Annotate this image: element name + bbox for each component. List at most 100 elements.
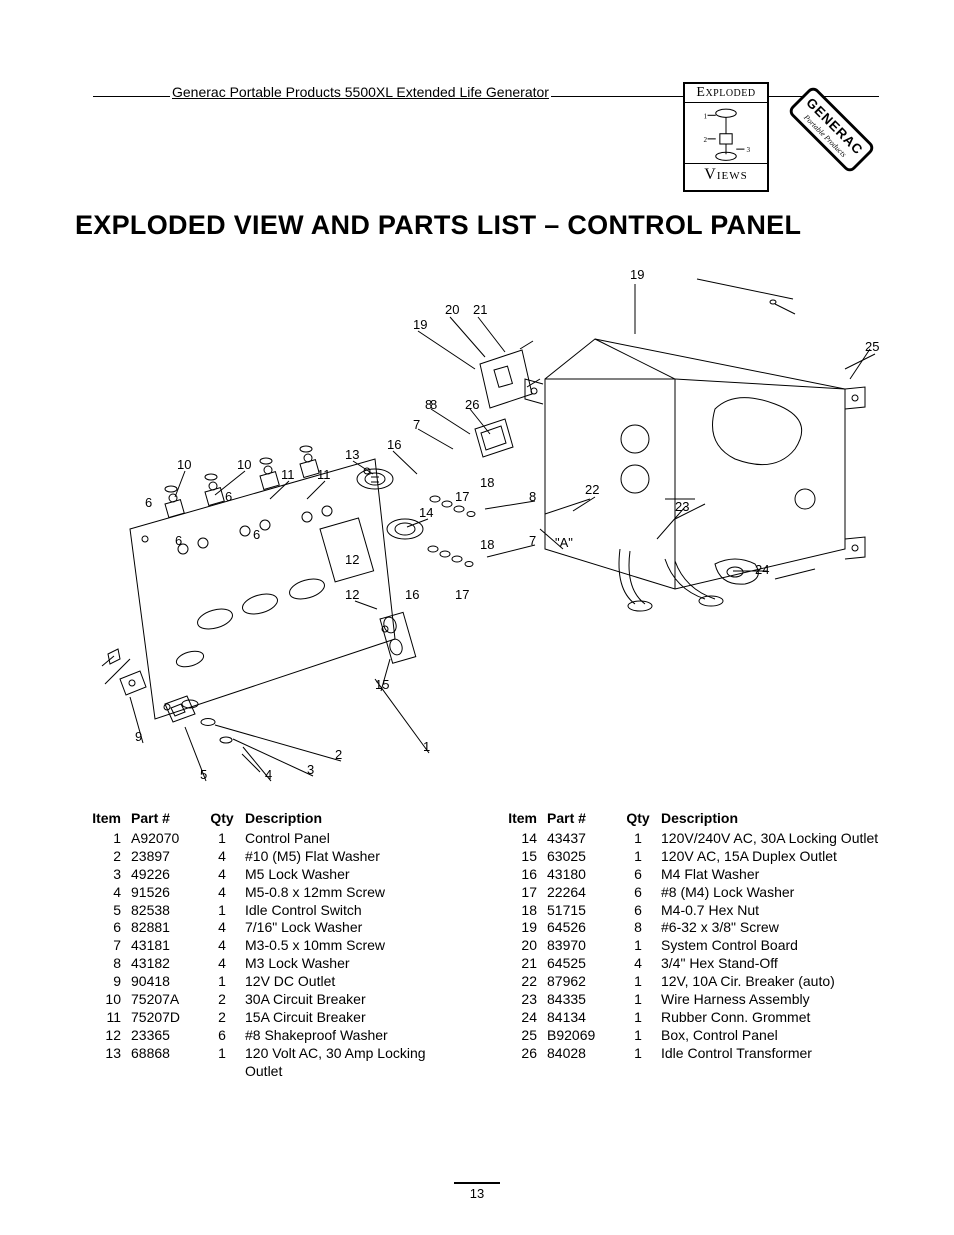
- cell-qty: 4: [205, 919, 239, 937]
- svg-text:8: 8: [430, 397, 437, 412]
- col-part: Part #: [547, 810, 621, 828]
- box-control-panel: [525, 339, 865, 611]
- cell-desc: Idle Control Transformer: [655, 1045, 879, 1063]
- cell-part: B92069: [547, 1027, 621, 1045]
- cell-part: 64525: [547, 955, 621, 973]
- col-qty: Qty: [621, 810, 655, 828]
- cell-part: 23365: [131, 1027, 205, 1045]
- table-row: 14434371120V/240V AC, 30A Locking Outlet: [491, 830, 879, 848]
- cell-qty: 2: [205, 991, 239, 1009]
- cell-qty: 4: [621, 955, 655, 973]
- cell-item: 1: [75, 830, 131, 848]
- svg-text:16: 16: [405, 587, 419, 602]
- parts-list: Item Part # Qty Description 1A920701Cont…: [75, 810, 879, 1081]
- cell-item: 23: [491, 991, 547, 1009]
- cell-qty: 4: [205, 848, 239, 866]
- col-desc: Description: [239, 810, 463, 828]
- svg-text:"A": "A": [555, 535, 573, 550]
- cell-part: 43182: [131, 955, 205, 973]
- svg-text:6: 6: [225, 489, 232, 504]
- cell-part: 43180: [547, 866, 621, 884]
- cell-part: 49226: [131, 866, 205, 884]
- svg-text:24: 24: [755, 562, 769, 577]
- svg-text:6: 6: [145, 495, 152, 510]
- parts-list-right: Item Part # Qty Description 14434371120V…: [491, 810, 879, 1081]
- table-row: 1175207D215A Circuit Breaker: [75, 1009, 463, 1027]
- cell-item: 21: [491, 955, 547, 973]
- cell-part: 90418: [131, 973, 205, 991]
- badge-mini-diagram: 1 2 3: [685, 103, 767, 163]
- cell-qty: 1: [621, 991, 655, 1009]
- cell-desc: Box, Control Panel: [655, 1027, 879, 1045]
- table-row: 1075207A230A Circuit Breaker: [75, 991, 463, 1009]
- cell-desc: Wire Harness Assembly: [655, 991, 879, 1009]
- cell-item: 17: [491, 884, 547, 902]
- svg-text:12: 12: [345, 587, 359, 602]
- svg-text:26: 26: [465, 397, 479, 412]
- cell-item: 22: [491, 973, 547, 991]
- cell-part: 63025: [547, 848, 621, 866]
- control-board: [475, 341, 540, 457]
- badge-bottom-word: Views: [685, 163, 767, 184]
- svg-text:21: 21: [473, 302, 487, 317]
- cell-item: 6: [75, 919, 131, 937]
- cell-item: 19: [491, 919, 547, 937]
- cell-item: 2: [75, 848, 131, 866]
- svg-text:19: 19: [413, 317, 427, 332]
- table-row: 2287962112V, 10A Cir. Breaker (auto): [491, 973, 879, 991]
- table-row: 4915264M5-0.8 x 12mm Screw: [75, 884, 463, 902]
- cell-desc: M3-0.5 x 10mm Screw: [239, 937, 463, 955]
- cell-qty: 1: [621, 973, 655, 991]
- cell-part: 51715: [547, 902, 621, 920]
- page-number: 13: [0, 1182, 954, 1201]
- table-row: 2238974#10 (M5) Flat Washer: [75, 848, 463, 866]
- svg-text:1: 1: [703, 112, 707, 120]
- cell-desc: 7/16" Lock Washer: [239, 919, 463, 937]
- cell-part: 83970: [547, 937, 621, 955]
- cell-qty: 1: [205, 1045, 239, 1081]
- page-number-value: 13: [470, 1186, 484, 1201]
- table-row: 8431824M3 Lock Washer: [75, 955, 463, 973]
- badge-top-word: Exploded: [685, 84, 767, 103]
- table-row: 15630251120V AC, 15A Duplex Outlet: [491, 848, 879, 866]
- cell-qty: 1: [621, 830, 655, 848]
- cell-part: 82881: [131, 919, 205, 937]
- svg-text:6: 6: [253, 527, 260, 542]
- locking-outlets: [357, 469, 475, 567]
- cell-desc: 12V, 10A Cir. Breaker (auto): [655, 973, 879, 991]
- cell-part: 84335: [547, 991, 621, 1009]
- cell-desc: M5-0.8 x 12mm Screw: [239, 884, 463, 902]
- svg-text:11: 11: [281, 467, 295, 482]
- cell-item: 25: [491, 1027, 547, 1045]
- svg-text:6: 6: [175, 533, 182, 548]
- svg-text:11: 11: [317, 467, 331, 482]
- cell-desc: M3 Lock Washer: [239, 955, 463, 973]
- cell-part: 82538: [131, 902, 205, 920]
- cell-part: 23897: [131, 848, 205, 866]
- cell-desc: Control Panel: [239, 830, 463, 848]
- table-row: 18517156M4-0.7 Hex Nut: [491, 902, 879, 920]
- cell-item: 8: [75, 955, 131, 973]
- cell-item: 15: [491, 848, 547, 866]
- cell-item: 12: [75, 1027, 131, 1045]
- cell-qty: 1: [621, 1045, 655, 1063]
- svg-text:23: 23: [675, 499, 689, 514]
- table-row: 26840281Idle Control Transformer: [491, 1045, 879, 1063]
- svg-text:18: 18: [480, 475, 494, 490]
- cell-part: A92070: [131, 830, 205, 848]
- cell-desc: 15A Circuit Breaker: [239, 1009, 463, 1027]
- cell-part: 22264: [547, 884, 621, 902]
- cell-qty: 4: [205, 937, 239, 955]
- cell-part: 75207D: [131, 1009, 205, 1027]
- table-row: 23843351Wire Harness Assembly: [491, 991, 879, 1009]
- cell-part: 68868: [131, 1045, 205, 1081]
- cell-desc: #8 (M4) Lock Washer: [655, 884, 879, 902]
- cell-item: 24: [491, 1009, 547, 1027]
- table-row: 68288147/16" Lock Washer: [75, 919, 463, 937]
- cell-qty: 8: [621, 919, 655, 937]
- duplex-outlet: [380, 612, 416, 663]
- cell-item: 5: [75, 902, 131, 920]
- cell-desc: 12V DC Outlet: [239, 973, 463, 991]
- cell-qty: 1: [621, 848, 655, 866]
- page-header: Generac Portable Products 5500XL Extende…: [75, 80, 879, 200]
